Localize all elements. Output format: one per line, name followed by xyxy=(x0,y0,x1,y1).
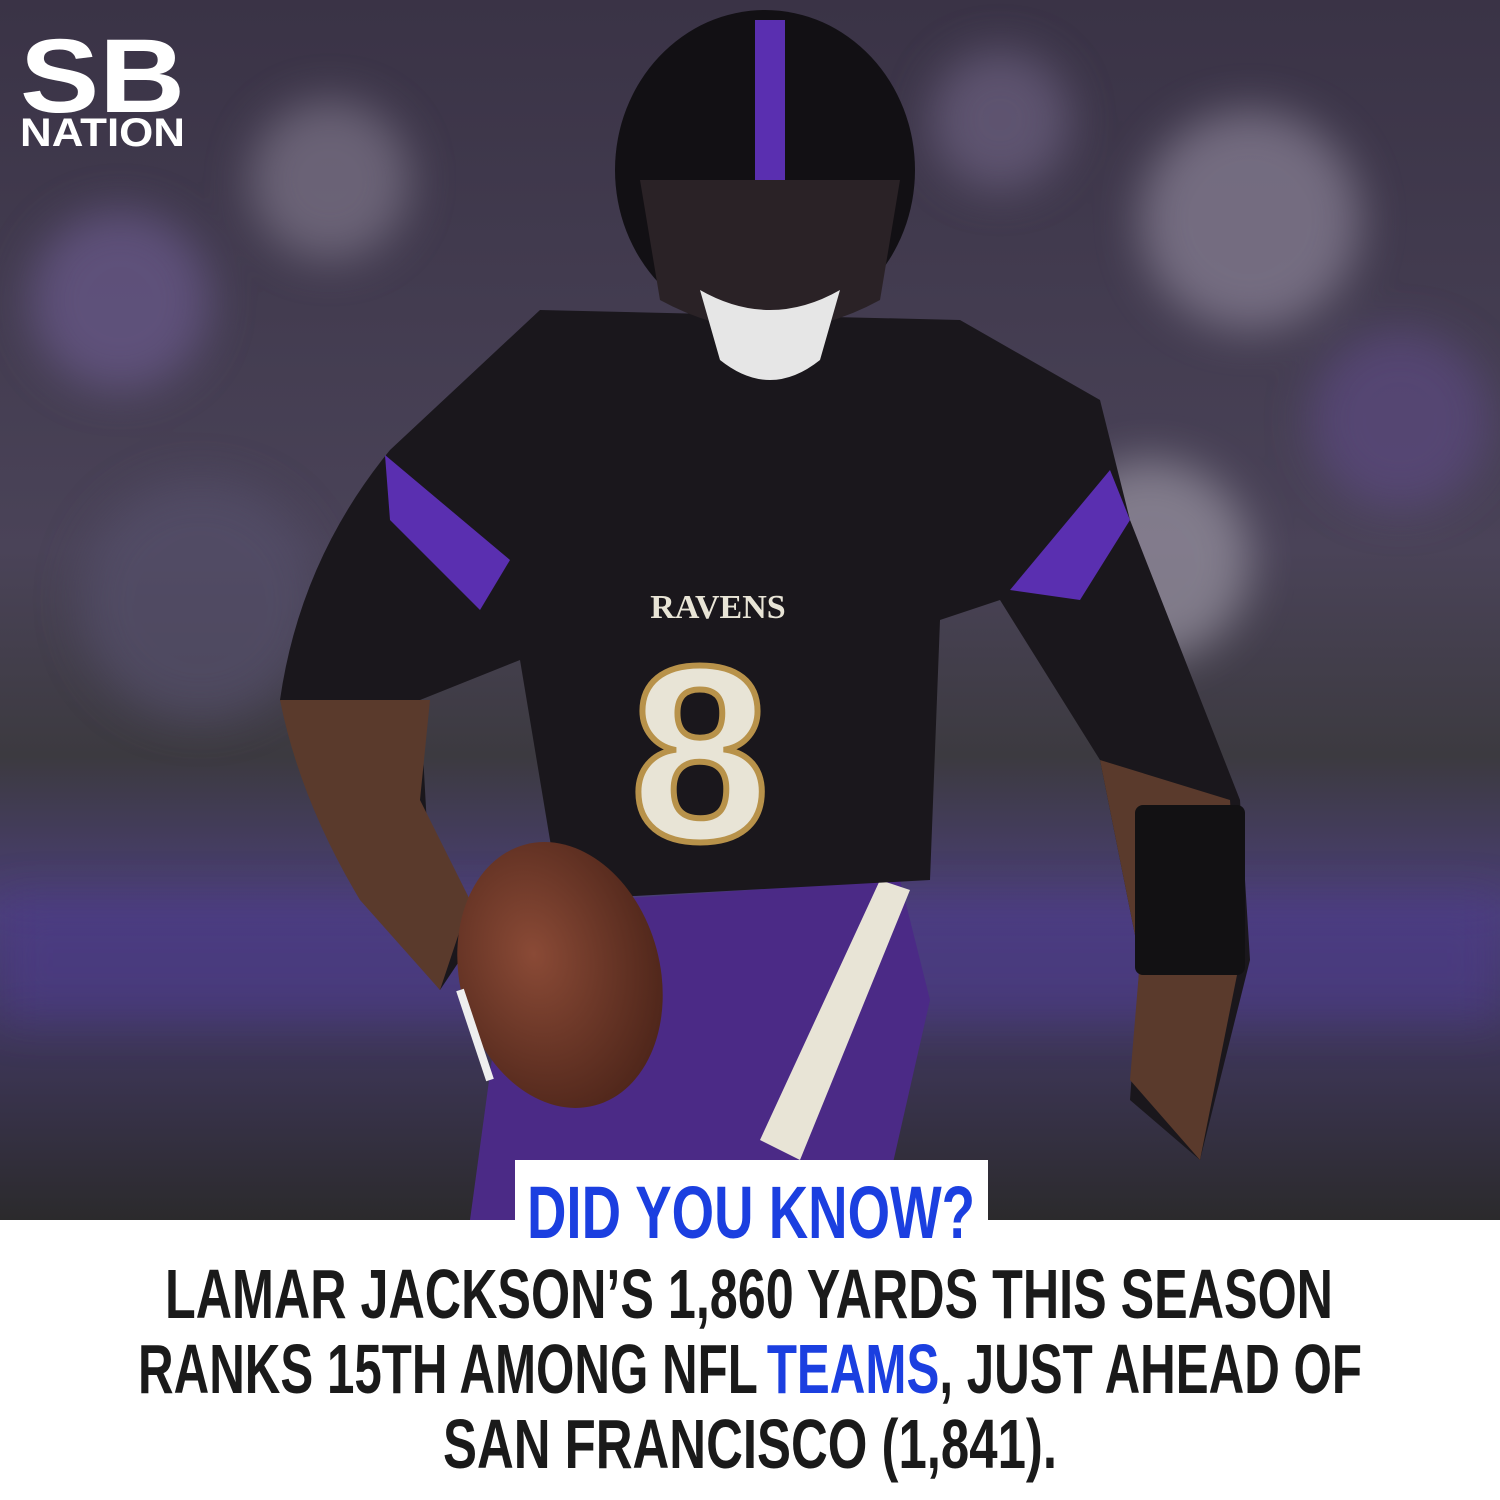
logo-bottom: NATION xyxy=(20,111,185,155)
body-text-part: , JUST AHEAD OF xyxy=(939,1330,1362,1408)
body-text-part: LAMAR JACKSON’S 1,860 YARDS THIS SEASON xyxy=(165,1255,1333,1333)
highlight-word: TEAMS xyxy=(767,1330,940,1408)
logo-top: SB xyxy=(20,18,185,135)
jersey-team: RAVENS xyxy=(650,589,785,626)
photo: RAVENS 8 xyxy=(0,0,1500,1220)
headline-box xyxy=(515,1160,988,1252)
body-line: SAN FRANCISCO (1,841). xyxy=(443,1405,1057,1483)
body-text-part: SAN FRANCISCO (1,841). xyxy=(443,1405,1057,1483)
text-panel xyxy=(0,1220,1500,1500)
body-text-part: RANKS 15TH AMONG NFL xyxy=(138,1330,757,1408)
jersey-number: 8 xyxy=(630,614,769,893)
player: RAVENS 8 xyxy=(280,10,1250,1220)
headline: DID YOU KNOW? xyxy=(527,1171,975,1254)
body-line: RANKS 15TH AMONG NFLTEAMS, JUST AHEAD OF xyxy=(138,1330,1362,1408)
body-line: LAMAR JACKSON’S 1,860 YARDS THIS SEASON xyxy=(165,1255,1333,1333)
body-text: LAMAR JACKSON’S 1,860 YARDS THIS SEASONR… xyxy=(138,1255,1362,1483)
